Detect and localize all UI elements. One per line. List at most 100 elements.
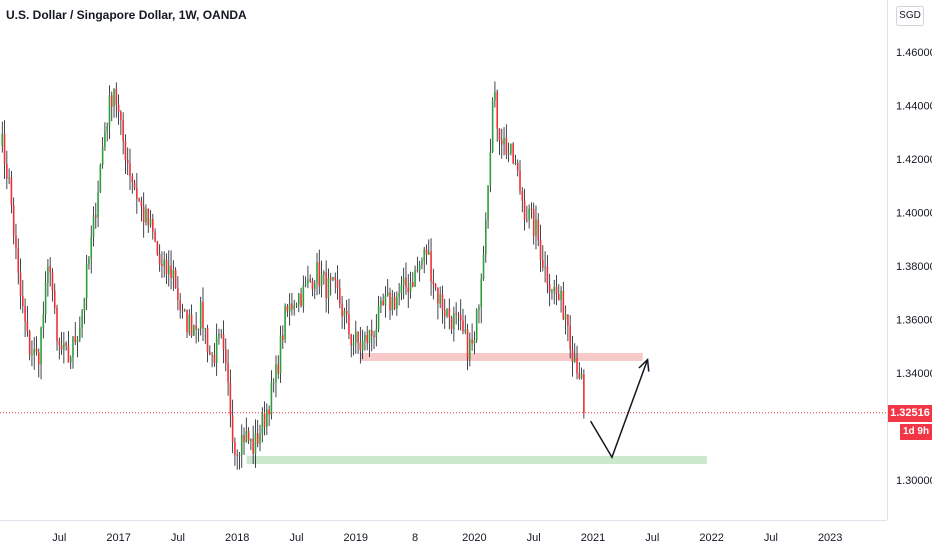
candle-body (106, 126, 108, 132)
candle-body (1, 133, 4, 146)
candle-body (569, 325, 571, 350)
candle-body (250, 438, 252, 441)
candle-body (202, 301, 204, 329)
candle-body (195, 325, 197, 330)
support-zone (246, 455, 707, 464)
candle-body (377, 305, 380, 330)
candle-body (136, 188, 138, 199)
candle-body (352, 342, 355, 346)
candle-body (437, 287, 439, 304)
candle-body (42, 314, 45, 329)
candle-body (101, 146, 104, 166)
candle-body (564, 314, 567, 320)
candle-body (384, 295, 387, 306)
candle-body (503, 137, 505, 145)
candle-body (145, 208, 147, 223)
candle-body (140, 200, 143, 207)
candle-body (234, 442, 236, 455)
candle-body (466, 329, 469, 359)
candle-body (311, 280, 314, 290)
candle-body (67, 345, 70, 363)
candle-body (505, 137, 508, 155)
candle-body (396, 297, 398, 309)
candle-body (530, 208, 533, 210)
candle-body (368, 330, 371, 344)
candle-body (473, 340, 476, 344)
candle-body (256, 433, 259, 444)
candle-body (402, 277, 405, 285)
candle-body (432, 281, 435, 285)
candle-body (336, 279, 339, 288)
candle-body (117, 104, 120, 112)
candle-body (53, 290, 56, 308)
candle-body (421, 261, 423, 265)
candle-body (252, 438, 254, 455)
x-tick-label-1: 2017 (106, 532, 130, 544)
candle-body (213, 355, 216, 363)
candle-body (412, 282, 414, 287)
candle-body (448, 308, 451, 318)
y-tick-label-6: 1.34000 (896, 368, 932, 380)
candle-body (571, 349, 574, 362)
candle-body (380, 300, 382, 306)
candle-body (297, 293, 300, 305)
candle-body (539, 240, 542, 261)
candle-body (446, 308, 448, 317)
candle-body (546, 266, 549, 285)
candle-body (507, 153, 510, 155)
candle-body (44, 282, 47, 315)
candle-body (186, 310, 188, 333)
candle-body (28, 330, 31, 355)
projection-path (589, 359, 649, 460)
candle-body (325, 272, 327, 299)
candle-body (10, 177, 13, 206)
candle-body (81, 310, 83, 328)
x-tick-label-6: 8 (412, 532, 418, 544)
candle-body (555, 286, 558, 294)
candle-body (35, 348, 38, 353)
x-tick-label-13: 2023 (818, 532, 842, 544)
x-tick-label-8: Jul (527, 532, 541, 544)
candle-body (165, 259, 168, 275)
candle-body (514, 162, 517, 164)
candle-body (19, 272, 22, 296)
y-tick-label-5: 1.36000 (896, 315, 932, 327)
currency-button[interactable]: SGD (896, 6, 924, 26)
candle-body (393, 296, 396, 309)
candle-body (345, 310, 348, 315)
candle-body (220, 333, 223, 335)
candle-body (154, 231, 156, 242)
candle-body (231, 415, 234, 443)
candle-body (142, 206, 145, 223)
candle-body (72, 336, 74, 358)
candle-body (92, 215, 95, 237)
candle-body (218, 333, 220, 338)
candle-body (110, 95, 113, 107)
candle-body (47, 266, 49, 283)
candle-body (204, 328, 207, 330)
candle-body (272, 382, 275, 384)
y-tick-label-3: 1.40000 (896, 208, 932, 220)
candle-body (31, 354, 33, 356)
candle-body (462, 320, 464, 332)
candle-body (414, 270, 416, 287)
candle-body (76, 339, 79, 343)
candle-body (177, 287, 179, 300)
candle-body (348, 314, 350, 335)
candle-body (320, 274, 323, 287)
candle-body (512, 143, 514, 164)
candle-body (193, 325, 195, 336)
candle-body (313, 283, 316, 290)
candle-body (327, 277, 330, 299)
candle-body (332, 277, 334, 280)
y-tick-label-4: 1.38000 (896, 261, 932, 273)
x-tick-label-0: Jul (52, 532, 66, 544)
candle-body (90, 236, 93, 259)
candle-body (240, 435, 243, 455)
candle-body (245, 430, 248, 443)
candle-body (33, 348, 36, 355)
candle-body (126, 160, 129, 164)
candle-body (405, 277, 407, 288)
candle-body (364, 335, 366, 341)
